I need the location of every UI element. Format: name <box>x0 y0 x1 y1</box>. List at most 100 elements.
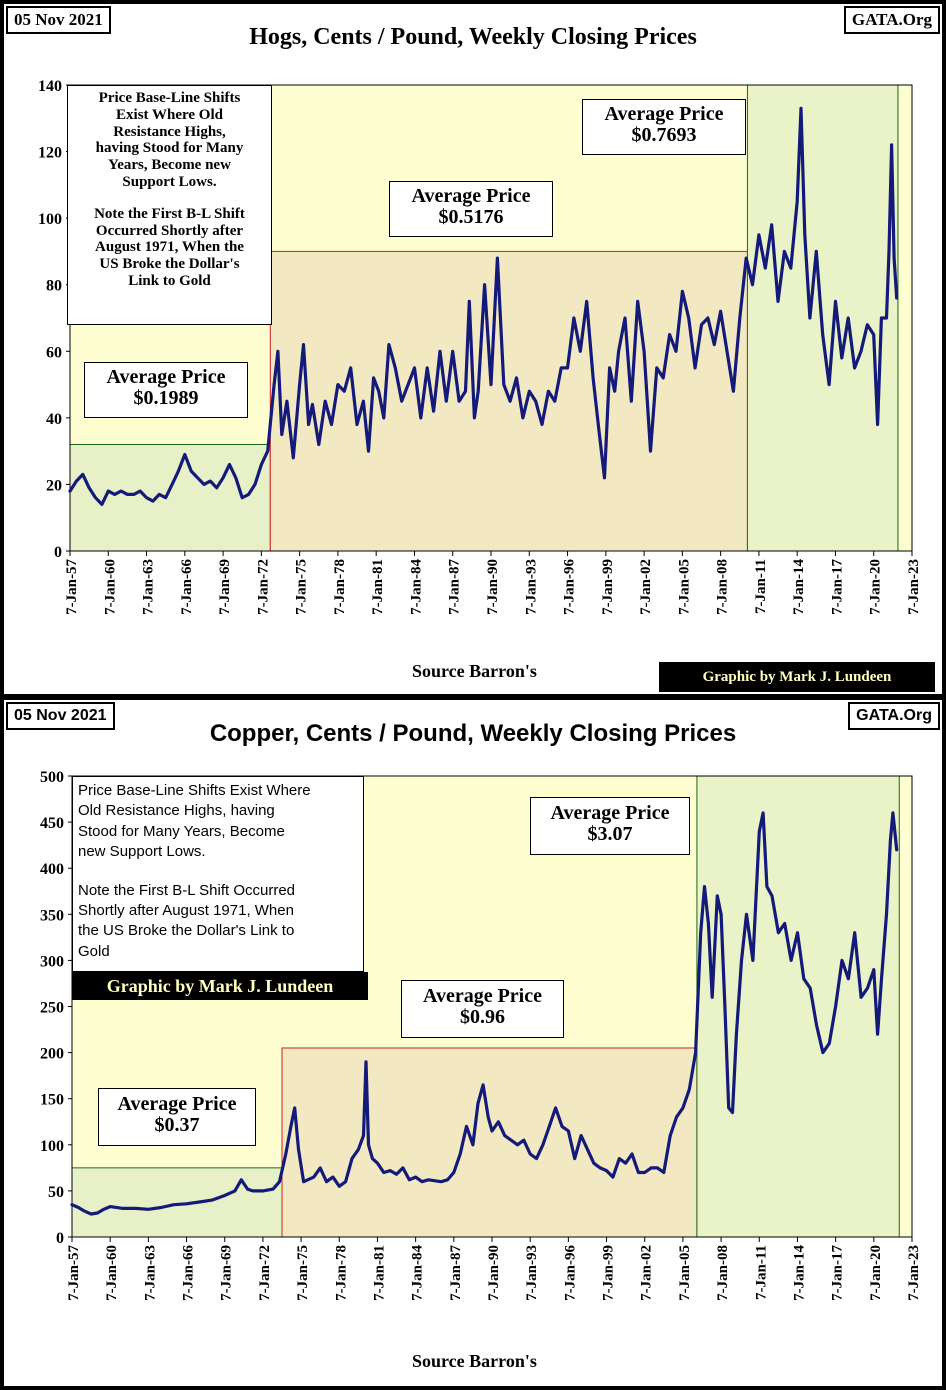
copper-chart-title: Copper, Cents / Pound, Weekly Closing Pr… <box>209 720 737 747</box>
copper-avg-value-2: $0.96 <box>460 1006 505 1028</box>
copper-x-tick-label: 7-Jan-20 <box>868 1245 884 1301</box>
hogs-x-tick-label: 7-Jan-02 <box>638 559 654 615</box>
copper-x-tick-label: 7-Jan-81 <box>371 1245 387 1301</box>
hogs-note-line: Exist Where Old <box>116 106 223 123</box>
copper-y-tick-label: 300 <box>40 953 64 970</box>
copper-y-tick-label: 100 <box>40 1138 64 1155</box>
hogs-x-tick-label: 7-Jan-60 <box>102 559 118 615</box>
hogs-x-tick-label: 7-Jan-17 <box>829 559 845 615</box>
hogs-avg-box-1: Average Price $0.1989 <box>84 362 248 418</box>
copper-avg-value-1: $0.37 <box>154 1114 200 1136</box>
copper-avg-box-1: Average Price $0.37 <box>98 1088 256 1146</box>
copper-y-tick-label: 50 <box>48 1184 64 1201</box>
copper-avg-label-3: Average Price <box>550 802 670 824</box>
copper-x-tick-label: 7-Jan-72 <box>257 1245 273 1301</box>
hogs-x-tick-label: 7-Jan-20 <box>868 559 884 615</box>
hogs-x-tick-label: 7-Jan-66 <box>179 559 195 615</box>
hogs-note-line <box>68 191 271 206</box>
hogs-note-line: Price Base-Line Shifts <box>98 90 241 106</box>
hogs-avg-box-2: Average Price $0.5176 <box>389 181 553 237</box>
hogs-y-tick-label: 0 <box>54 544 62 561</box>
copper-note-line: Stood for Many Years, Become <box>78 822 285 840</box>
hogs-avg-label-2: Average Price <box>411 185 531 207</box>
copper-region-2 <box>281 1047 698 1238</box>
copper-avg-box-3: Average Price $3.07 <box>530 797 690 855</box>
copper-y-tick-label: 150 <box>40 1092 64 1109</box>
hogs-y-tick-label: 80 <box>46 278 62 295</box>
copper-avg-label-2: Average Price <box>423 985 542 1007</box>
copper-avg-box-2: Average Price $0.96 <box>401 980 564 1038</box>
copper-chart-panel: 05 Nov 2021 GATA.Org Copper, Cents / Pou… <box>4 700 942 1386</box>
copper-date-label: 05 Nov 2021 <box>6 702 115 730</box>
hogs-x-tick-label: 7-Jan-84 <box>408 559 424 615</box>
copper-note-line: new Support Lows. <box>78 843 206 861</box>
copper-x-tick-label: 7-Jan-87 <box>448 1245 464 1301</box>
copper-x-tick-label: 7-Jan-93 <box>524 1245 540 1301</box>
hogs-date-label: 05 Nov 2021 <box>6 6 111 34</box>
hogs-avg-label-1: Average Price <box>106 366 226 388</box>
copper-y-tick-label: 200 <box>40 1046 64 1063</box>
copper-plot-frame <box>71 775 913 1238</box>
copper-y-tick-label: 0 <box>56 1230 64 1247</box>
copper-x-tick-label: 7-Jan-14 <box>791 1245 807 1301</box>
copper-y-tick-label: 400 <box>40 861 64 878</box>
copper-region-3 <box>696 775 900 1238</box>
copper-y-tick-label: 500 <box>40 769 64 786</box>
hogs-x-tick-label: 7-Jan-05 <box>676 559 692 615</box>
hogs-region-1 <box>69 443 271 552</box>
copper-note-line: Note the First B-L Shift Occurred <box>78 881 296 899</box>
hogs-y-tick-label: 60 <box>46 344 62 361</box>
hogs-x-tick-label: 7-Jan-57 <box>64 559 80 615</box>
hogs-avg-value-2: $0.5176 <box>438 206 504 228</box>
copper-x-tick-label: 7-Jan-99 <box>601 1245 617 1301</box>
copper-note-line: Old Resistance Highs, having <box>78 802 275 820</box>
hogs-avg-label-3: Average Price <box>604 103 724 125</box>
hogs-chart-title: Hogs, Cents / Pound, Weekly Closing Pric… <box>249 24 697 50</box>
copper-y-tick-label: 250 <box>40 1000 64 1017</box>
copper-x-tick-label: 7-Jan-57 <box>66 1245 82 1301</box>
hogs-source-label: Source Barron's <box>412 661 537 681</box>
copper-x-tick-label: 7-Jan-05 <box>677 1245 693 1301</box>
copper-x-tick-label: 7-Jan-69 <box>219 1245 235 1301</box>
hogs-note-line: August 1971, When the <box>95 239 244 256</box>
hogs-y-tick-label: 40 <box>46 411 62 428</box>
copper-source-label: Source Barron's <box>412 1351 537 1371</box>
hogs-x-tick-label: 7-Jan-08 <box>715 559 731 615</box>
copper-x-tick-label: 7-Jan-17 <box>830 1245 846 1301</box>
hogs-note-line: Note the First B-L Shift <box>94 205 245 222</box>
copper-x-tick-label: 7-Jan-96 <box>562 1245 578 1301</box>
hogs-x-tick-label: 7-Jan-93 <box>523 559 539 615</box>
hogs-y-tick-label: 20 <box>46 477 62 494</box>
hogs-x-tick-label: 7-Jan-11 <box>753 559 769 614</box>
copper-brand-label: GATA.Org <box>848 702 940 730</box>
hogs-x-tick-label: 7-Jan-90 <box>485 559 501 615</box>
copper-x-tick-label: 7-Jan-11 <box>753 1245 769 1300</box>
copper-y-tick-label: 350 <box>40 907 64 924</box>
copper-x-tick-label: 7-Jan-02 <box>639 1245 655 1301</box>
hogs-credit-label: Graphic by Mark J. Lundeen <box>659 662 935 692</box>
copper-x-tick-label: 7-Jan-90 <box>486 1245 502 1301</box>
copper-x-tick-label: 7-Jan-23 <box>906 1245 922 1301</box>
copper-note-line: Shortly after August 1971, When <box>78 901 294 919</box>
copper-note-line: the US Broke the Dollar's Link to <box>78 922 295 940</box>
hogs-x-tick-label: 7-Jan-75 <box>294 559 310 615</box>
hogs-x-tick-label: 7-Jan-14 <box>791 559 807 615</box>
copper-avg-label-1: Average Price <box>117 1093 237 1115</box>
copper-x-tick-label: 7-Jan-84 <box>410 1245 426 1301</box>
copper-note-box: Price Base-Line Shifts Exist Where Old R… <box>72 776 364 972</box>
hogs-avg-value-3: $0.7693 <box>631 124 697 146</box>
hogs-note-line: having Stood for Many <box>95 140 244 157</box>
hogs-x-tick-label: 7-Jan-63 <box>141 559 157 615</box>
hogs-x-tick-label: 7-Jan-78 <box>332 559 348 615</box>
hogs-x-tick-label: 7-Jan-96 <box>562 559 578 615</box>
hogs-note-line: Resistance Highs, <box>113 123 226 140</box>
copper-x-tick-label: 7-Jan-66 <box>181 1245 197 1301</box>
hogs-brand-label: GATA.Org <box>843 6 940 34</box>
hogs-note-line: Link to Gold <box>128 272 211 289</box>
copper-x-tick-label: 7-Jan-08 <box>715 1245 731 1301</box>
hogs-x-tick-label: 7-Jan-72 <box>255 559 271 615</box>
hogs-y-tick-label: 140 <box>38 78 62 95</box>
copper-series-line-1 <box>70 811 899 1216</box>
copper-note-line: Gold <box>78 942 110 960</box>
hogs-avg-value-1: $0.1989 <box>133 387 199 409</box>
